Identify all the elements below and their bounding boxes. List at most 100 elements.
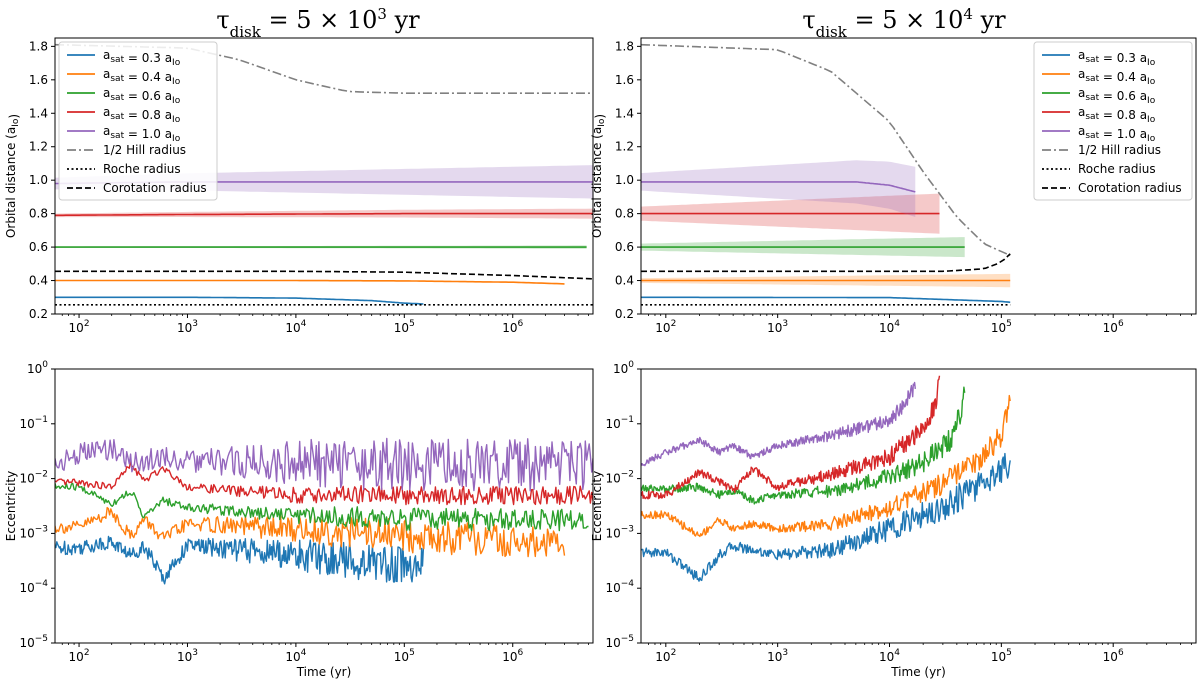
series-line [55,270,593,280]
series-line [641,43,1011,257]
axes-frame [640,368,1197,644]
x-tick-label: 105 [394,648,415,664]
x-tick-label: 106 [502,648,523,664]
x-tick-label: 104 [879,319,900,335]
y-tick-label: 100 [613,360,634,376]
x-tick-label: 102 [655,319,676,335]
series-line [641,296,1011,304]
right-panel-title: τdisk = 5 × 104 yr [802,5,1006,41]
y-tick-label: 10−1 [19,415,48,431]
series-line [641,452,1011,582]
x-tick-label: 102 [69,319,90,335]
series-hill [641,43,1011,257]
series-corotation [55,270,593,280]
y-axis-ticks: 10−5 10−4 10−3 10−2 10−1 100 [19,360,55,650]
y-tick-label: 0.4 [29,274,48,288]
series-0-6 [641,237,965,258]
y-tick-label: 0.2 [615,307,634,321]
panel-bottom-left: 102 103 104 105 106 10−5 10−4 10−3 10−2 10−1 100 Ec… [4,360,594,679]
y-tick-label: 1.4 [615,106,634,120]
x-axis-ticks: 102 103 104 105 106 [61,643,589,664]
series-0-6 [55,482,589,532]
series-line [55,535,425,585]
legend-item: Roche radius [67,162,181,176]
series-1-0 [641,381,916,467]
series-0-6 [55,245,587,249]
y-tick-label: 1.0 [29,173,48,187]
x-tick-label: 103 [767,319,788,335]
legend-box [1033,41,1193,201]
legend-item: Corotation radius [67,181,207,195]
series-0-3 [55,535,425,585]
legend-label: Corotation radius [103,181,207,195]
panel-top-left: 102 103 104 105 106 0.2 0.4 0.6 0.8 1.0 1.2 1.4 1.6 1… [4,37,594,335]
series-line [55,279,565,285]
series-0-4 [55,506,566,558]
left-panel-title: τdisk = 5 × 103 yr [216,5,420,41]
y-tick-label: 0.8 [29,207,48,221]
y-tick-label: 1.8 [615,39,634,53]
legend-item: Corotation radius [1042,181,1182,195]
series-0-6 [641,386,966,505]
y-tick-label: 1.4 [29,106,48,120]
y-axis-ticks: 0.2 0.4 0.6 0.8 1.0 1.2 1.4 1.6 1.8 [29,39,55,321]
series-line [641,394,1011,538]
y-tick-label: 1.6 [29,73,48,87]
x-tick-label: 105 [394,319,415,335]
y-tick-label: 10−5 [605,634,634,650]
series-line [55,461,593,506]
panel-top-right: 102 103 104 105 106 0.2 0.4 0.6 0.8 1.0 1.2 1.4 1.6 1… [590,37,1197,335]
series-1-0 [55,437,593,492]
x-axis-label: Time (yr) [890,665,946,679]
series-line [55,296,424,305]
x-tick-label: 103 [177,319,198,335]
y-tick-label: 1.2 [615,140,634,154]
legend-item: 1/2 Hill radius [67,143,186,157]
y-tick-label: 1.8 [29,39,48,53]
legend-box [58,41,218,201]
y-tick-label: 100 [27,360,48,376]
series-line [641,381,916,467]
y-axis-ticks: 10−5 10−4 10−3 10−2 10−1 100 [605,360,641,650]
x-tick-label: 106 [502,319,523,335]
y-axis-label: Eccentricity [4,471,18,541]
x-axis-label: Time (yr) [296,665,352,679]
y-tick-label: 0.6 [29,240,48,254]
y-tick-label: 0.6 [615,240,634,254]
x-tick-label: 104 [285,319,306,335]
x-tick-label: 105 [991,319,1012,335]
plot-area [641,375,1011,582]
x-axis-ticks: 102 103 104 105 106 [648,314,1192,335]
axes-frame [54,368,594,644]
series-0-8 [641,193,940,234]
series-line [641,181,916,193]
legend-label: Corotation radius [1078,181,1182,195]
y-tick-label: 10−3 [19,524,48,540]
plot-area [641,43,1011,306]
series-0-3 [641,296,1011,304]
series-1-0 [641,160,916,217]
y-tick-label: 10−1 [605,415,634,431]
y-tick-label: 10−4 [19,579,48,595]
y-axis-label: Orbital distance (aIo) [590,114,607,238]
y-axis-label: Eccentricity [590,471,604,541]
series-line [55,506,566,558]
series-line [55,212,593,217]
y-tick-label: 10−2 [19,470,48,486]
x-axis-ticks: 102 103 104 105 106 [648,643,1192,664]
legend-label: 1/2 Hill radius [103,143,186,157]
y-axis-ticks: 0.2 0.4 0.6 0.8 1.0 1.2 1.4 1.6 1.8 [615,39,641,321]
series-line [641,253,1011,273]
series-0-4 [55,279,565,285]
y-tick-label: 10−5 [19,634,48,650]
series-0-8 [55,208,593,219]
series-line [641,386,966,505]
axes-frame [640,37,1197,315]
series-0-8 [641,375,941,500]
legend-item: Roche radius [1042,162,1156,176]
y-tick-label: 10−2 [605,470,634,486]
series-0-4 [641,394,1011,538]
